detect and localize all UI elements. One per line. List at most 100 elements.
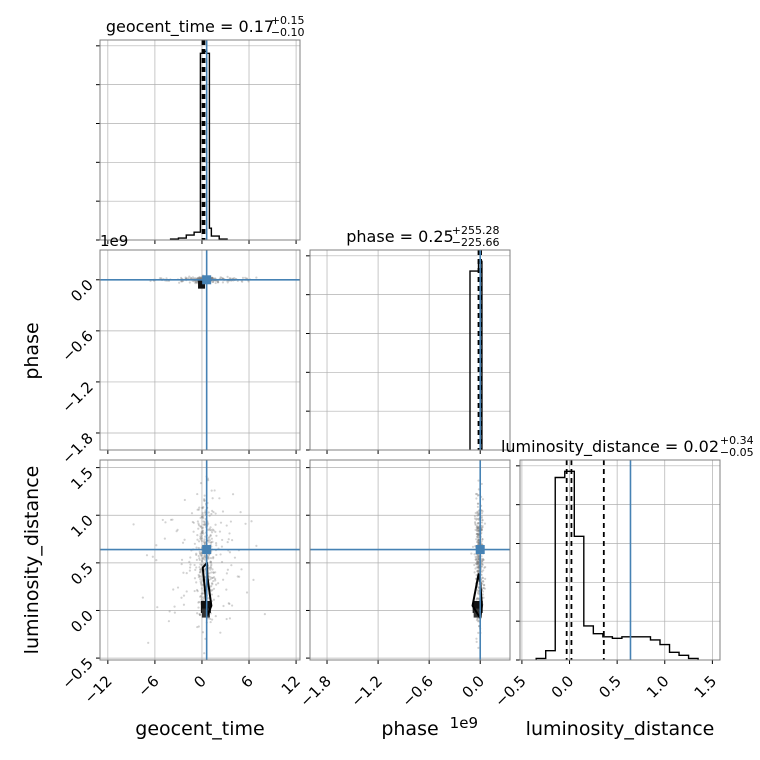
scatter-point: [239, 510, 242, 514]
scatter-point: [200, 276, 203, 279]
scatter-point: [151, 555, 154, 558]
scatter-point: [475, 556, 478, 559]
scatter-point: [207, 557, 210, 560]
scatter-point: [476, 527, 479, 530]
scatter-point: [477, 538, 480, 542]
scatter-point: [477, 539, 480, 542]
scatter-point: [208, 527, 211, 530]
scatter-point: [477, 558, 480, 561]
scatter-point: [203, 498, 206, 501]
scatter-point: [481, 510, 484, 513]
scatter-point: [198, 550, 201, 554]
x-tick-label: 0.0: [458, 672, 488, 702]
scatter-point: [244, 276, 247, 279]
scatter-point: [481, 590, 485, 593]
scatter-point: [198, 612, 201, 616]
scatter-point: [477, 560, 480, 564]
scatter-point: [195, 546, 198, 549]
scatter-point: [481, 559, 484, 562]
scatter-point: [476, 532, 479, 535]
scatter-point: [203, 569, 206, 572]
scatter-point: [200, 587, 203, 590]
x-tick-label: 1.5: [691, 672, 721, 702]
scatter-point: [202, 515, 205, 518]
scatter-point: [214, 571, 217, 574]
scatter-point: [221, 277, 224, 280]
scatter-point: [209, 560, 212, 563]
scatter-point: [477, 554, 480, 557]
hist-panel-geocent_time: [96, 39, 301, 244]
scatter-point: [481, 579, 485, 583]
scatter-point: [204, 535, 207, 538]
scatter-point: [475, 562, 478, 565]
scatter-point: [200, 531, 203, 535]
scatter-point: [163, 537, 166, 540]
scatter-point: [476, 528, 479, 531]
scatter-point: [207, 555, 210, 558]
scatter-point: [245, 591, 249, 594]
scatter-point: [481, 557, 484, 561]
scatter-point: [480, 515, 483, 518]
scatter-point: [209, 576, 212, 579]
truth-marker: [202, 545, 212, 555]
scatter-point: [210, 582, 214, 585]
scatter-point: [481, 538, 484, 541]
scatter-point: [212, 529, 215, 532]
scatter-point: [217, 595, 220, 598]
scatter-point: [477, 570, 480, 573]
scatter-point: [212, 598, 216, 601]
scatter-point: [475, 597, 478, 600]
scatter-point: [180, 558, 184, 561]
scatter-point: [187, 277, 190, 280]
scatter-point: [482, 596, 485, 599]
scatter-point: [473, 521, 477, 524]
scatter-point: [199, 525, 202, 528]
scatter-point: [481, 498, 485, 501]
scatter-point: [194, 281, 197, 284]
scatter-point: [197, 546, 200, 550]
scatter-point: [476, 562, 480, 565]
scatter-point: [219, 553, 222, 556]
scatter-point: [480, 482, 483, 486]
title-luminosity_distance: luminosity_distance = 0.02: [501, 437, 719, 457]
scatter-point: [481, 587, 485, 590]
scatter-point: [209, 585, 212, 588]
scatter-point: [481, 562, 484, 566]
scatter-point: [199, 595, 202, 598]
scatter-point: [476, 566, 480, 569]
scatter-point: [476, 541, 479, 544]
scatter-point: [207, 522, 210, 525]
scatter-point: [255, 276, 258, 279]
scatter-point: [202, 592, 205, 595]
scatter-point: [203, 499, 206, 502]
scatter-point: [238, 575, 241, 578]
scatter-point: [470, 552, 473, 555]
scatter-point: [165, 277, 168, 280]
scatter-point: [209, 617, 212, 620]
panel-border: [309, 459, 511, 661]
scatter-point: [477, 493, 480, 497]
scatter-point: [476, 588, 479, 592]
panel-contents: [100, 460, 300, 660]
scatter-point: [483, 587, 487, 590]
scatter-point: [199, 580, 202, 583]
scatter-point: [210, 563, 213, 566]
x-tick-label: 0: [190, 672, 209, 691]
scatter-point: [477, 561, 480, 564]
scatter-point: [233, 277, 236, 280]
scatter-point: [481, 558, 485, 561]
scatter-point: [200, 527, 204, 530]
scatter-point: [476, 591, 480, 595]
scatter-point: [231, 493, 235, 496]
scatter-point: [210, 489, 213, 492]
scatter-point: [480, 560, 484, 563]
scatter-point: [198, 557, 201, 560]
scatter-point: [481, 524, 484, 527]
scatter-point: [199, 276, 202, 279]
scatter-point: [477, 555, 480, 558]
scatter-point: [214, 523, 217, 526]
scatter-point: [198, 276, 201, 279]
scatter-point: [473, 515, 477, 518]
scatter-point: [196, 520, 199, 523]
scatter-point: [199, 568, 202, 571]
